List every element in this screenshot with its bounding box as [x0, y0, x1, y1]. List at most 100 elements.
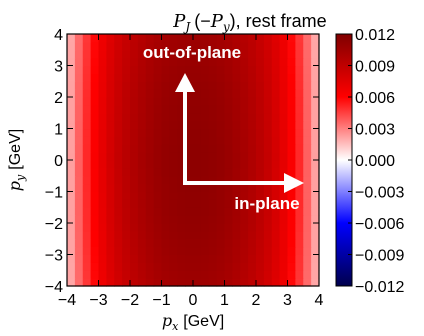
- heatmap-cell: [303, 144, 312, 153]
- heatmap-cell: [271, 152, 281, 161]
- heatmap-cell: [279, 167, 289, 177]
- heatmap-cell: [232, 246, 241, 256]
- heatmap-cell: [98, 57, 107, 67]
- x-tick-label: −3: [89, 292, 107, 309]
- heatmap-cell: [208, 128, 218, 137]
- heatmap-cell: [153, 41, 163, 51]
- heatmap-cell: [232, 215, 241, 224]
- heatmap-cell: [67, 104, 76, 114]
- heatmap-cell: [106, 270, 115, 279]
- heatmap-cell: [145, 81, 155, 90]
- heatmap-cell: [106, 73, 115, 82]
- heatmap-cell: [240, 144, 249, 153]
- heatmap-cell: [248, 81, 257, 90]
- heatmap-cell: [67, 120, 76, 130]
- heatmap-cell: [130, 199, 139, 208]
- heatmap-cell: [106, 120, 115, 130]
- heatmap-cell: [145, 175, 155, 185]
- heatmap-cell: [279, 81, 289, 90]
- title-paren-open: (−: [194, 11, 211, 31]
- out-of-plane-arrow-head: [175, 73, 195, 92]
- heatmap-cell: [208, 254, 218, 263]
- heatmap-cell: [114, 89, 123, 98]
- heatmap-cell: [232, 136, 241, 145]
- heatmap-cell: [169, 49, 178, 59]
- heatmap-cell: [106, 128, 115, 137]
- title-paren-close: ): [230, 11, 236, 31]
- heatmap-cell: [74, 112, 84, 122]
- heatmap-cell: [130, 270, 139, 279]
- colorbar-tick-label: 0.006: [355, 90, 395, 107]
- heatmap-cell: [177, 49, 186, 59]
- heatmap-cell: [185, 191, 194, 200]
- heatmap-cell: [208, 104, 218, 114]
- heatmap-cell: [263, 278, 273, 287]
- heatmap-cell: [303, 262, 312, 271]
- heatmap-cell: [232, 97, 241, 106]
- heatmap-cell: [311, 136, 320, 145]
- heatmap-cell: [224, 160, 233, 169]
- heatmap-cell: [98, 81, 107, 90]
- heatmap-cell: [90, 246, 100, 256]
- heatmap-cell: [232, 81, 241, 90]
- heatmap-cell: [114, 128, 123, 137]
- heatmap-cell: [114, 254, 123, 263]
- heatmap-cell: [287, 246, 296, 256]
- annotation-arrows: [175, 73, 304, 193]
- heatmap-cell: [287, 65, 296, 74]
- heatmap-cell: [114, 160, 123, 169]
- heatmap-cell: [193, 81, 202, 90]
- heatmap-cell: [208, 81, 218, 90]
- heatmap-cell: [67, 128, 76, 137]
- heatmap-cell: [161, 152, 170, 161]
- heatmap-cell: [240, 262, 249, 271]
- heatmap-cell: [169, 167, 178, 177]
- heatmap-cell: [98, 230, 107, 240]
- heatmap-cell: [311, 89, 320, 98]
- heatmap-cell: [130, 120, 139, 130]
- heatmap-cell: [200, 152, 210, 161]
- heatmap-cell: [67, 81, 76, 90]
- heatmap-cell: [153, 112, 163, 122]
- heatmap-cell: [224, 152, 233, 161]
- heatmap-cell: [122, 215, 131, 224]
- heatmap-cell: [200, 223, 210, 232]
- heatmap-cell: [67, 207, 76, 216]
- heatmap-cell: [295, 81, 304, 90]
- heatmap-cell: [130, 89, 139, 98]
- heatmap-cell: [263, 167, 273, 177]
- heatmap-cell: [287, 34, 296, 43]
- heatmap-cell: [74, 262, 84, 271]
- heatmap-cell: [177, 128, 186, 137]
- heatmap-cell: [232, 175, 241, 185]
- heatmap-cell: [232, 41, 241, 51]
- heatmap-cell: [137, 41, 147, 51]
- heatmap-cell: [303, 152, 312, 161]
- heatmap-cell: [263, 41, 273, 51]
- heatmap-cell: [303, 104, 312, 114]
- heatmap-cell: [122, 41, 131, 51]
- heatmap-cell: [130, 223, 139, 232]
- heatmap-cell: [208, 160, 218, 169]
- heatmap-cell: [311, 167, 320, 177]
- heatmap-cell: [248, 34, 257, 43]
- heatmap-cell: [193, 65, 202, 74]
- heatmap-cell: [271, 215, 281, 224]
- heatmap-cell: [106, 81, 115, 90]
- heatmap-cell: [303, 57, 312, 67]
- heatmap-cell: [74, 104, 84, 114]
- heatmap-cell: [145, 167, 155, 177]
- x-axis-symbol: p: [162, 311, 172, 330]
- heatmap-cell: [153, 215, 163, 224]
- heatmap-cell: [232, 120, 241, 130]
- heatmap-cell: [106, 183, 115, 193]
- heatmap-cell: [200, 104, 210, 114]
- heatmap-cell: [145, 223, 155, 232]
- heatmap-cell: [224, 183, 233, 193]
- heatmap-cell: [311, 41, 320, 51]
- heatmap-cell: [161, 246, 170, 256]
- heatmap-cell: [232, 223, 241, 232]
- heatmap-cell: [216, 215, 226, 224]
- heatmap-cell: [271, 238, 281, 248]
- heatmap-cell: [74, 199, 84, 208]
